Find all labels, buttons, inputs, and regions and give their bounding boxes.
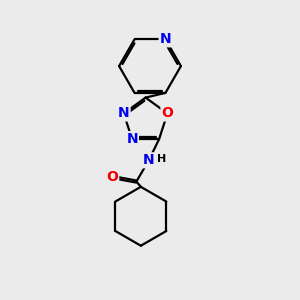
Text: O: O <box>106 170 118 184</box>
Text: H: H <box>157 154 166 164</box>
Text: N: N <box>118 106 130 121</box>
Text: N: N <box>160 32 171 46</box>
Text: N: N <box>143 153 154 167</box>
Text: N: N <box>126 132 138 146</box>
Text: O: O <box>161 106 173 121</box>
